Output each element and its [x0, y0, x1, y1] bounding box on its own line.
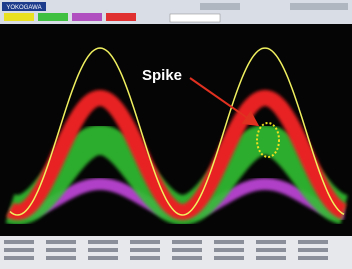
page: YOKOGAWA Spike (() => { const data = JSO…	[0, 0, 352, 269]
measurement-text	[214, 256, 244, 260]
measurement-text	[46, 240, 76, 244]
measurement-text	[4, 256, 34, 260]
channel-tab	[38, 13, 68, 21]
measurement-text	[172, 256, 202, 260]
channel-tab	[72, 13, 102, 21]
measurement-text	[214, 248, 244, 252]
measurement-text	[256, 240, 286, 244]
measurement-text	[88, 240, 118, 244]
measurement-text	[256, 248, 286, 252]
measurement-text	[214, 240, 244, 244]
trigger-box	[170, 14, 220, 22]
measurement-text	[4, 240, 34, 244]
measurement-text	[298, 240, 328, 244]
measurement-text	[298, 256, 328, 260]
measurement-text	[256, 256, 286, 260]
oscilloscope-screen: YOKOGAWA Spike	[0, 0, 352, 269]
status-box	[200, 3, 240, 10]
measurement-text	[130, 248, 160, 252]
measurement-text	[130, 240, 160, 244]
measurement-text	[88, 248, 118, 252]
measurement-text	[130, 256, 160, 260]
logo: YOKOGAWA	[6, 5, 41, 11]
measurement-text	[172, 248, 202, 252]
measurement-text	[172, 240, 202, 244]
measurement-text	[4, 248, 34, 252]
annotation: Spike	[142, 67, 182, 84]
measurement-text	[46, 248, 76, 252]
measurement-text	[46, 256, 76, 260]
status-box	[290, 3, 348, 10]
measurement-text	[298, 248, 328, 252]
measurement-text	[88, 256, 118, 260]
channel-tab	[4, 13, 34, 21]
channel-tab	[106, 13, 136, 21]
